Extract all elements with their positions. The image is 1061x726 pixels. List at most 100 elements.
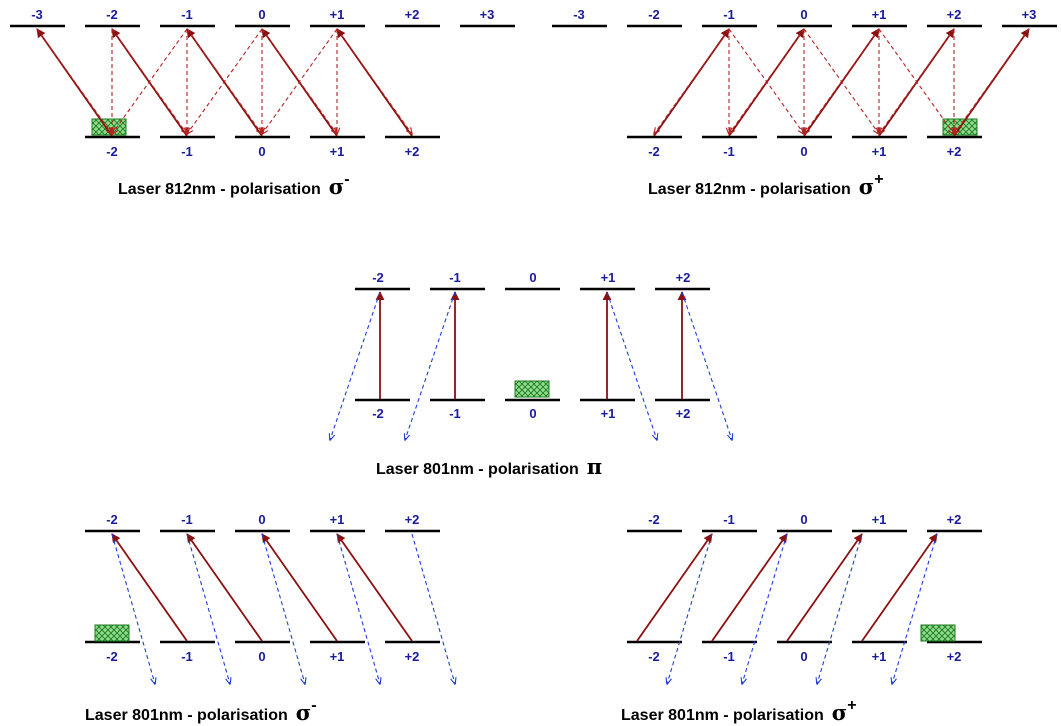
- lower-level-labels: -2 -1 0 +1 +2: [648, 649, 961, 664]
- pump-arrow: [111, 533, 188, 642]
- lower-level-label: 0: [258, 144, 265, 159]
- lower-level-label: 0: [529, 406, 536, 421]
- decay-arrow: [336, 533, 380, 684]
- lower-level-label: -1: [449, 406, 461, 421]
- diagram-801-pi: -2 -1 0 +1 +2 -2 -1 0 +1 +2: [330, 270, 732, 479]
- upper-level-label: +2: [405, 512, 420, 527]
- decay-arrow: [111, 533, 155, 684]
- decay-arrow: [729, 28, 805, 134]
- lower-level-label: +2: [676, 406, 691, 421]
- diagram-caption: Laser 801nm - polarisation σ-: [85, 697, 317, 725]
- polarization-superscript: +: [874, 171, 883, 188]
- decay-arrow: [606, 291, 657, 440]
- pump-arrow: [728, 28, 805, 137]
- upper-level-label: -3: [573, 7, 585, 22]
- lower-level-label: +1: [330, 649, 345, 664]
- polarization-superscript: -: [344, 171, 349, 188]
- upper-level-labels: -2 -1 0 +1 +2: [372, 270, 690, 285]
- diagram-812-sigma-minus: -3 -2 -1 0 +1 +2 +3 -2 -1 0 +1 +2: [10, 7, 515, 199]
- decay-arrow: [681, 291, 732, 440]
- lower-level-label: +1: [601, 406, 616, 421]
- dark-state-marker: [94, 624, 130, 642]
- lower-level-label: -1: [181, 144, 193, 159]
- upper-level-label: +3: [480, 7, 495, 22]
- lower-level-label: -2: [106, 649, 118, 664]
- lower-level-label: -1: [723, 649, 735, 664]
- decay-transitions: [667, 533, 938, 684]
- decay-transitions: [330, 291, 732, 440]
- decay-arrow: [187, 28, 263, 134]
- upper-level-label: +1: [601, 270, 616, 285]
- lower-level-label: -2: [106, 144, 118, 159]
- upper-level-label: +1: [330, 512, 345, 527]
- upper-level-labels: -3 -2 -1 0 +1 +2 +3: [573, 7, 1036, 22]
- upper-level-label: +2: [676, 270, 691, 285]
- lower-level-labels: -2 -1 0 +1 +2: [106, 144, 419, 159]
- upper-level-label: +2: [947, 512, 962, 527]
- pump-arrow: [186, 533, 263, 642]
- lower-level-label: 0: [800, 144, 807, 159]
- lower-level-label: +1: [872, 649, 887, 664]
- polarization-symbol: σ: [329, 174, 344, 199]
- decay-transitions: [36, 28, 412, 134]
- upper-level-label: -1: [449, 270, 461, 285]
- pump-arrow: [711, 533, 788, 642]
- pump-arrow: [653, 28, 730, 137]
- upper-level-label: 0: [529, 270, 536, 285]
- upper-level-label: +3: [1022, 7, 1037, 22]
- decay-arrow: [262, 28, 338, 134]
- upper-level-label: +2: [947, 7, 962, 22]
- diagram-801-sigma-minus: -2 -1 0 +1 +2 -2 -1 0 +1 +2: [85, 512, 455, 725]
- pump-arrow: [803, 28, 880, 137]
- upper-level-label: -2: [372, 270, 384, 285]
- decay-arrow: [654, 28, 730, 134]
- lower-level-label: +2: [947, 144, 962, 159]
- decay-arrow: [879, 28, 955, 134]
- upper-level-label: 0: [800, 512, 807, 527]
- diagram-caption: Laser 801nm - polarisation π: [376, 454, 602, 479]
- upper-level-label: -3: [31, 7, 43, 22]
- lower-level-label: +2: [405, 144, 420, 159]
- decay-arrow: [817, 533, 863, 684]
- lower-level-labels: -2 -1 0 +1 +2: [106, 649, 419, 664]
- decay-transitions: [111, 533, 455, 684]
- polarization-symbol: σ: [832, 700, 847, 725]
- upper-level-label: -1: [181, 512, 193, 527]
- pump-transitions: [375, 291, 687, 399]
- diagram-801-sigma-plus: -2 -1 0 +1 +2 -2 -1 0 +1 +2: [621, 512, 982, 725]
- pump-arrow: [36, 28, 113, 137]
- upper-level-label: -1: [181, 7, 193, 22]
- upper-level-labels: -2 -1 0 +1 +2: [648, 512, 961, 527]
- lower-level-label: +1: [330, 144, 345, 159]
- pump-arrow: [261, 533, 338, 642]
- diagram-812-sigma-plus: -3 -2 -1 0 +1 +2 +3 -2 -1 0 +1 +2: [552, 7, 1057, 199]
- polarization-symbol: π: [587, 454, 602, 479]
- lower-level-labels: -2 -1 0 +1 +2: [648, 144, 961, 159]
- polarization-symbol: σ: [859, 174, 874, 199]
- lower-level-label: +1: [872, 144, 887, 159]
- pump-arrow: [261, 28, 338, 137]
- pump-arrow: [953, 28, 1030, 137]
- pump-transitions: [636, 533, 938, 642]
- decay-arrow: [36, 28, 112, 134]
- upper-level-label: -1: [723, 7, 735, 22]
- decay-arrow: [954, 28, 1030, 134]
- dark-state-marker: [920, 624, 956, 642]
- lower-level-label: -1: [181, 649, 193, 664]
- upper-level-label: +2: [405, 7, 420, 22]
- lower-level-label: -2: [372, 406, 384, 421]
- polarization-superscript: -: [311, 697, 316, 714]
- lower-level-label: +2: [405, 649, 420, 664]
- decay-arrow: [667, 533, 713, 684]
- pump-arrow: [186, 28, 263, 137]
- upper-level-label: +1: [872, 7, 887, 22]
- upper-level-label: +1: [872, 512, 887, 527]
- upper-level-label: -1: [723, 512, 735, 527]
- diagram-caption: Laser 801nm - polarisation σ+: [621, 697, 857, 725]
- decay-arrow: [112, 28, 188, 134]
- dark-state-marker: [514, 380, 550, 398]
- upper-level-label: 0: [258, 512, 265, 527]
- decay-arrow: [405, 291, 456, 440]
- decay-arrow: [336, 28, 412, 134]
